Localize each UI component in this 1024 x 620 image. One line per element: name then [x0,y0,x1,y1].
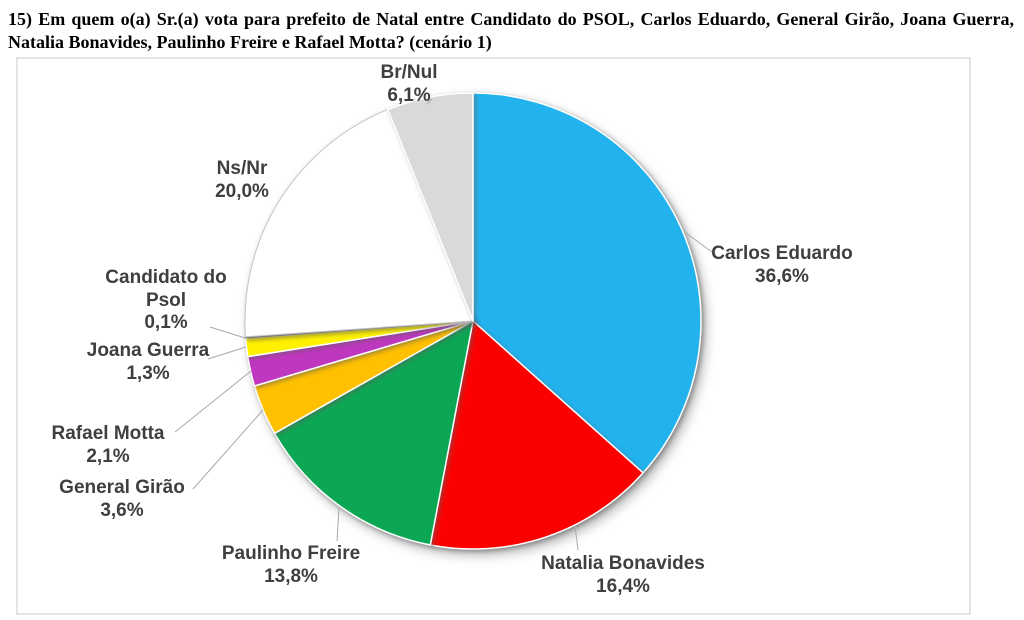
slice-value: 0,1% [144,312,188,333]
label-joana-guerra: Joana Guerra 1,3% [87,340,210,385]
slice-name: Candidato do Psol [105,267,227,311]
pie-slice-br-nul [386,92,474,322]
slice-name: General Girão [59,477,185,498]
label-paulinho-freire: Paulinho Freire 13,8% [222,543,360,588]
slice-name: Natalia Bonavides [541,553,705,574]
slice-value: 20,0% [215,180,269,202]
slice-value: 16,4% [596,575,650,597]
slice-name: Ns/Nr [216,158,268,179]
slice-name: Br/Nul [380,62,438,83]
leader-line-6 [209,326,246,339]
leader-line-4 [174,370,252,433]
pie-slice-carlos-eduardo [472,92,702,474]
leader-line-8 [426,98,433,105]
pie-slice-natalia-bonavides [429,320,644,550]
slice-value: 13,8% [264,565,318,587]
label-natalia-bonavides: Natalia Bonavides 16,4% [541,553,705,598]
slice-name: Joana Guerra [86,340,210,361]
slice-value: 6,1% [387,84,431,106]
label-br-nul: Br/Nul 6,1% [381,62,438,107]
slice-value: 2,1% [86,445,130,467]
slice-name: Carlos Eduardo [711,243,853,264]
pie-slice-ns-nr [244,109,474,338]
leader-lines [174,98,713,551]
page-title: 15) Em quem o(a) Sr.(a) vota para prefei… [8,9,1014,52]
slice-value: 1,3% [126,362,170,384]
leader-line-3 [192,409,264,490]
leader-line-5 [207,346,247,360]
label-ns-nr: Ns/Nr 20,0% [215,158,269,203]
leader-line-1 [574,525,579,551]
label-rafael-motta: Rafael Motta 2,1% [52,423,165,468]
slice-name: Rafael Motta [51,423,165,444]
label-candidato-do-psol: Candidato do Psol 0,1% [96,267,236,335]
slice-value: 3,6% [100,499,144,521]
leader-line-2 [336,507,340,542]
slice-value: 36,6% [755,265,809,287]
slice-name: Paulinho Freire [221,543,361,564]
leader-line-0 [685,232,713,253]
pie-slice-paulinho-freire [273,320,474,546]
pie-group [244,92,702,550]
label-carlos-eduardo: Carlos Eduardo 36,6% [711,243,852,288]
label-general-girao: General Girão 3,6% [59,477,185,522]
